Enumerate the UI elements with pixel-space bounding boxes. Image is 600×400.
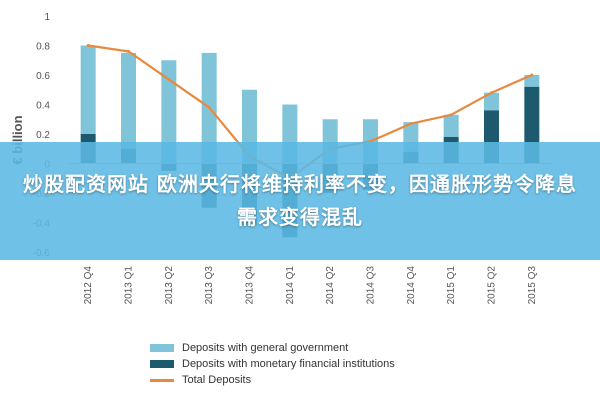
y-tick-label: 0.6 [36, 71, 50, 82]
x-tick-label: 2013 Q4 [245, 266, 256, 305]
legend-item-total-deposits: Total Deposits [150, 372, 395, 388]
bar-general-government [484, 92, 499, 111]
headline-title: 炒股配资网站 欧洲央行将维持利率不变，因通胀形势令降息需求变得混乱 [23, 172, 577, 229]
bar-general-government [80, 45, 96, 134]
legend-swatch-total-deposits [150, 378, 174, 382]
legend-swatch-general-government [150, 344, 174, 352]
legend: Deposits with general government Deposit… [150, 340, 395, 388]
legend-item-mfi: Deposits with monetary financial institu… [150, 356, 395, 372]
bar-general-government [443, 114, 459, 137]
total-deposits-point [449, 113, 453, 117]
x-tick-label: 2014 Q3 [366, 266, 377, 305]
x-tick-label: 2013 Q3 [204, 266, 215, 305]
headline-banner: 炒股配资网站 欧洲央行将维持利率不变，因通胀形势令降息需求变得混乱 [0, 142, 600, 260]
x-tick-label: 2015 Q1 [446, 266, 457, 305]
x-tick-label: 2013 Q2 [164, 266, 175, 305]
legend-label-total-deposits: Total Deposits [182, 374, 252, 386]
bar-general-government [524, 75, 540, 87]
total-deposits-point [409, 122, 413, 126]
total-deposits-point [207, 105, 211, 109]
y-tick-label: 0.4 [36, 101, 50, 112]
total-deposits-point [530, 73, 534, 77]
legend-label-mfi: Deposits with monetary financial institu… [182, 358, 395, 370]
total-deposits-point [490, 91, 493, 95]
x-tick-label: 2015 Q2 [487, 266, 498, 305]
y-tick-label: 0.8 [36, 42, 50, 53]
x-tick-label: 2012 Q4 [83, 266, 94, 305]
bar-general-government [161, 60, 177, 164]
x-tick-label: 2013 Q1 [124, 266, 135, 305]
y-tick-label: 0.2 [36, 130, 50, 141]
x-tick-label: 2014 Q2 [325, 266, 336, 305]
total-deposits-point [167, 77, 171, 81]
y-tick-label: 1 [44, 12, 50, 23]
bar-general-government [121, 52, 136, 149]
x-tick-label: 2014 Q4 [406, 266, 417, 305]
legend-item-general-government: Deposits with general government [150, 340, 395, 356]
total-deposits-point [127, 49, 130, 53]
x-tick-label: 2015 Q3 [527, 266, 538, 305]
legend-swatch-mfi [150, 360, 174, 368]
x-tick-label: 2014 Q1 [285, 266, 296, 305]
legend-label-general-government: Deposits with general government [182, 342, 349, 354]
total-deposits-point [86, 44, 90, 47]
